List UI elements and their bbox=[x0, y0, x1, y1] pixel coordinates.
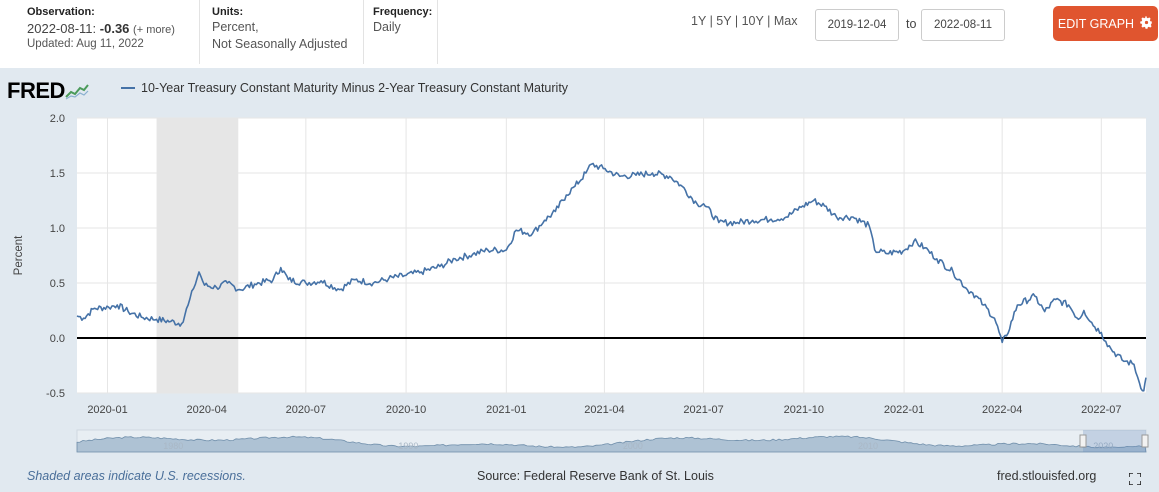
x-tick-label: 2021-10 bbox=[784, 404, 824, 416]
y-tick-label: 0.0 bbox=[50, 333, 65, 345]
observation-value: -0.36 bbox=[99, 21, 130, 36]
x-tick-label: 2020-01 bbox=[87, 404, 127, 416]
observation-label: Observation: bbox=[27, 6, 95, 18]
x-tick-label: 2020-10 bbox=[386, 404, 426, 416]
fred-logo[interactable]: FRED bbox=[7, 78, 89, 104]
plot-background bbox=[77, 118, 1146, 393]
legend-line-swatch bbox=[121, 87, 135, 89]
end-date-input[interactable] bbox=[921, 9, 1005, 41]
fred-logo-text: FRED bbox=[7, 78, 65, 103]
range-1y-link[interactable]: 1Y bbox=[691, 14, 707, 28]
legend-series-label: 10-Year Treasury Constant Maturity Minus… bbox=[141, 81, 569, 95]
units-block: Units: Percent, Not Seasonally Adjusted bbox=[200, 0, 364, 64]
chart-svg: -0.5 0.0 0.5 1.0 1.5 2.0 2020-01 2020-04 2020-07… bbox=[13, 113, 1149, 453]
units-line-2: Not Seasonally Adjusted bbox=[212, 37, 348, 51]
header-bar: Observation: 2022-08-11: -0.36 (+ more) … bbox=[0, 0, 1159, 68]
y-tick-label: 0.5 bbox=[50, 278, 65, 290]
navigator-tick-label: 2000 bbox=[623, 441, 643, 451]
x-tick-label: 2021-04 bbox=[584, 404, 624, 416]
navigator-tick-label: 2010 bbox=[858, 441, 878, 451]
units-label: Units: bbox=[212, 6, 244, 18]
observation-more-link[interactable]: (+ more) bbox=[133, 24, 175, 36]
range-10y-link[interactable]: 10Y bbox=[741, 14, 764, 28]
edit-graph-label: EDIT GRAPH bbox=[1057, 16, 1135, 31]
navigator-left-handle[interactable] bbox=[1079, 434, 1087, 448]
range-separator: | bbox=[734, 14, 739, 28]
x-tick-label: 2022-07 bbox=[1081, 404, 1121, 416]
navigator-tick-label: 2020 bbox=[1093, 441, 1113, 451]
navigator-tick-label: 1990 bbox=[398, 441, 418, 451]
navigator-tick-label: 1980 bbox=[163, 441, 183, 451]
chart-trend-icon bbox=[64, 78, 89, 103]
frequency-value: Daily bbox=[373, 20, 401, 34]
navigator-area bbox=[76, 435, 1147, 453]
y-tick-label: 2.0 bbox=[50, 113, 65, 125]
frequency-block: Frequency: Daily bbox=[364, 0, 438, 64]
x-tick-label: 2021-07 bbox=[683, 404, 723, 416]
y-tick-label: 1.0 bbox=[50, 223, 65, 235]
navigator-selection[interactable] bbox=[1083, 430, 1146, 452]
observation-block: Observation: 2022-08-11: -0.36 (+ more) … bbox=[0, 0, 200, 64]
x-tick-label: 2021-01 bbox=[486, 404, 526, 416]
source-note: Source: Federal Reserve Bank of St. Loui… bbox=[477, 469, 714, 483]
range-5y-link[interactable]: 5Y bbox=[716, 14, 732, 28]
observation-value-line: 2022-08-11: -0.36 (+ more) bbox=[27, 21, 199, 36]
chart-legend: 10-Year Treasury Constant Maturity Minus… bbox=[121, 81, 568, 95]
range-separator: | bbox=[767, 14, 771, 28]
x-tick-label: 2022-04 bbox=[982, 404, 1022, 416]
x-tick-label: 2020-07 bbox=[286, 404, 326, 416]
recession-note: Shaded areas indicate U.S. recessions. bbox=[27, 469, 246, 483]
y-axis-label: Percent bbox=[13, 235, 25, 275]
edit-graph-button[interactable]: EDIT GRAPH bbox=[1053, 6, 1158, 41]
navigator-right-handle[interactable] bbox=[1141, 434, 1149, 448]
start-date-input[interactable] bbox=[815, 9, 899, 41]
units-line-1: Percent, bbox=[212, 20, 259, 34]
observation-date: 2022-08-11: bbox=[27, 21, 97, 36]
to-label: to bbox=[906, 17, 917, 31]
site-link[interactable]: fred.stlouisfed.org bbox=[997, 469, 1097, 483]
updated-date: Updated: Aug 11, 2022 bbox=[27, 38, 144, 50]
x-tick-label: 2020-04 bbox=[186, 404, 226, 416]
range-links: 1Y | 5Y | 10Y | Max bbox=[691, 14, 797, 28]
x-tick-label: 2022-01 bbox=[884, 404, 924, 416]
fullscreen-icon[interactable] bbox=[1128, 472, 1142, 486]
y-tick-label: 1.5 bbox=[50, 168, 65, 180]
range-separator: | bbox=[709, 14, 713, 28]
frequency-label: Frequency: bbox=[373, 6, 433, 18]
gear-icon bbox=[1140, 15, 1153, 32]
series-line bbox=[76, 162, 1147, 392]
range-max-link[interactable]: Max bbox=[773, 14, 798, 28]
y-tick-label: -0.5 bbox=[46, 388, 65, 400]
recession-shading bbox=[156, 118, 239, 393]
